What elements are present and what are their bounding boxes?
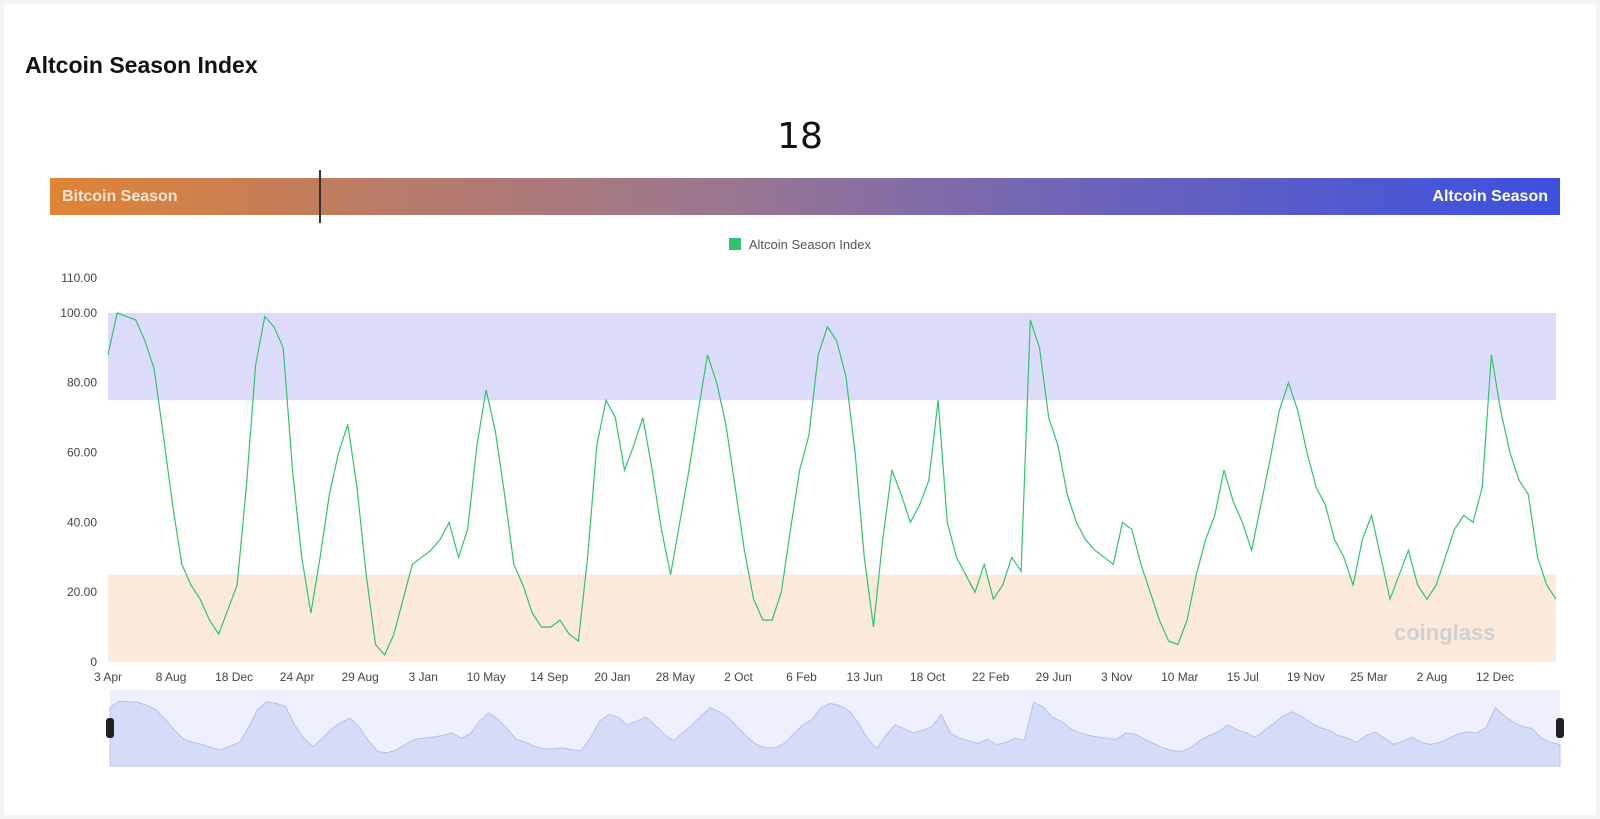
legend-label: Altcoin Season Index [748, 237, 872, 252]
x-tick-label: 13 Jun [847, 670, 883, 684]
x-tick-label: 22 Feb [972, 670, 1010, 684]
x-tick-label: 20 Jan [594, 670, 630, 684]
y-tick-label: 80.00 [67, 376, 97, 390]
x-tick-label: 10 May [467, 670, 506, 684]
x-tick-label: 29 Aug [341, 670, 378, 684]
x-tick-label: 28 May [656, 670, 695, 684]
x-tick-label: 3 Jan [409, 670, 438, 684]
x-tick-label: 18 Dec [215, 670, 253, 684]
x-tick-label: 29 Jun [1036, 670, 1072, 684]
x-tick-label: 3 Apr [94, 670, 122, 684]
page-title: Altcoin Season Index [25, 52, 258, 78]
x-tick-label: 12 Dec [1476, 670, 1514, 684]
x-tick-label: 15 Jul [1227, 670, 1259, 684]
bitcoin-season-band [108, 574, 1556, 662]
x-tick-label: 2 Oct [724, 670, 753, 684]
current-index-value: 18 [777, 116, 823, 157]
y-tick-label: 110.00 [61, 271, 97, 285]
x-tick-label: 8 Aug [156, 670, 187, 684]
chart-legend[interactable]: Altcoin Season Index [4, 237, 1596, 252]
y-axis: 0 20.00 40.00 60.00 80.00 100.00 110.00 [60, 271, 97, 669]
gauge-right-label: Altcoin Season [1432, 188, 1548, 205]
y-tick-label: 20.00 [67, 585, 97, 599]
season-gauge: Bitcoin Season Altcoin Season [50, 170, 1560, 223]
altcoin-season-band [108, 312, 1556, 401]
x-tick-label: 24 Apr [280, 670, 315, 684]
watermark: coinglass [1394, 620, 1495, 645]
series-line-altcoin-season-index[interactable] [107, 312, 1557, 657]
end-handle[interactable] [1556, 718, 1564, 738]
x-axis: 3 Apr 8 Aug 18 Dec 24 Apr 29 Aug 3 Jan 10 May 1… [94, 670, 1514, 684]
x-tick-label: 2 Aug [1417, 670, 1448, 684]
legend-swatch [728, 238, 741, 250]
overview-area [109, 700, 1561, 767]
x-tick-label: 3 Nov [1101, 670, 1132, 684]
x-tick-label: 25 Mar [1350, 670, 1387, 684]
y-tick-label: 40.00 [67, 515, 97, 529]
y-tick-label: 100.00 [60, 306, 97, 320]
y-tick-label: 60.00 [67, 446, 97, 460]
x-tick-label: 10 Mar [1161, 670, 1198, 684]
x-tick-label: 19 Nov [1287, 670, 1325, 684]
overview-navigator[interactable] [106, 690, 1564, 767]
x-tick-label: 18 Oct [910, 670, 946, 684]
y-tick-label: 0 [90, 655, 97, 669]
gauge-marker [319, 170, 322, 223]
chart-card: Altcoin Season Index 18 Bitcoin Season A… [4, 4, 1596, 815]
start-handle[interactable] [106, 718, 114, 738]
x-tick-label: 14 Sep [530, 670, 568, 684]
gauge-left-label: Bitcoin Season [62, 188, 178, 205]
x-tick-label: 6 Feb [786, 670, 817, 684]
